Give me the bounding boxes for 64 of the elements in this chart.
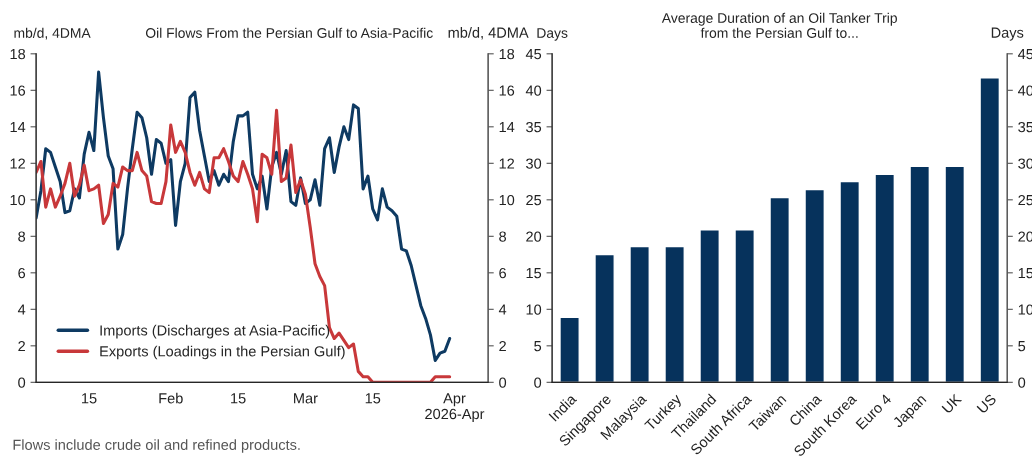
y2-tick-label: 16 [499,85,515,96]
y-tick-label: 10 [526,304,542,315]
bar [874,173,896,383]
y2-tick-label: 6 [499,267,507,279]
y-tick-label: 16 [10,85,26,96]
y-tick-label: 0 [534,377,542,388]
y-tick-label: 4 [17,304,26,315]
x-tick-label: US [976,393,997,414]
chart-title: Oil Flows From the Persian Gulf to Asia-Pacific [145,27,433,38]
y2-tick-label: 0 [499,377,507,388]
y2-tick-label: 5 [1018,341,1026,352]
y-tick-label: 12 [10,158,25,169]
y-tick-label: 18 [10,48,26,60]
y-tick-label: 14 [10,122,26,133]
bar [804,188,826,383]
y-tick-label: 10 [10,194,26,206]
y2-tick-label: 4 [498,304,507,315]
x-tick-label: Feb [159,392,183,404]
bar [629,245,650,383]
y2-tick-label: 18 [499,48,515,60]
bar [839,180,861,383]
y-tick-label: 35 [526,121,542,133]
y2-tick-label: 2 [499,340,506,352]
x-tick-label: 15 [231,393,246,404]
y2-tick-label: 8 [499,231,507,242]
y-tick-label: 30 [526,158,542,169]
y-tick-label: 0 [18,377,26,388]
text: Flows include crude oil and refined products. [13,439,300,453]
x-tick-label: UK [941,393,963,414]
y2-tick-label: 14 [499,122,515,133]
y-tick-label: 5 [534,341,542,352]
y-tick-label: 2 [18,340,25,352]
x-tick-label: 15 [82,393,97,404]
bar [769,196,790,383]
y-axis-title: mb/d, 4DMA [14,27,91,40]
y2-tick-label: 12 [499,158,515,169]
y-tick-label: 40 [525,85,542,96]
y2-axis-title: Days [991,27,1024,41]
line-series [36,108,452,383]
bar [909,165,931,383]
legend-label: Imports (Discharges at Asia-Pacific) [100,324,330,339]
y-tick-label: 45 [525,49,542,60]
x-tick-label: Apr 2026-Apr [425,393,485,423]
y-tick-label: 15 [526,268,542,279]
bar [944,165,966,383]
bar [664,245,685,383]
y2-tick-label: 10 [499,194,515,206]
chart-title: Average Duration of an Oil Tanker Trip from the Persian Gulf to... [661,12,897,38]
y-tick-label: 8 [18,231,26,242]
y-tick-label: 6 [18,267,26,279]
y-axis-title: Days [537,28,568,41]
bar [559,316,580,383]
y-tick-label: 20 [526,231,542,242]
x-tick-label: 15 [365,393,381,404]
bar [699,229,720,383]
x-tick-label: Mar [294,393,318,404]
bar [734,229,755,383]
y2-tick-label: 0 [1018,377,1026,388]
y-tick-label: 25 [526,194,542,206]
bar [979,77,1001,383]
legend-label: Exports (Loadings in the Persian Gulf) [100,345,345,360]
line-series [36,70,452,362]
bar [594,253,615,383]
y2-axis-title: mb/d, 4DMA [448,27,529,40]
